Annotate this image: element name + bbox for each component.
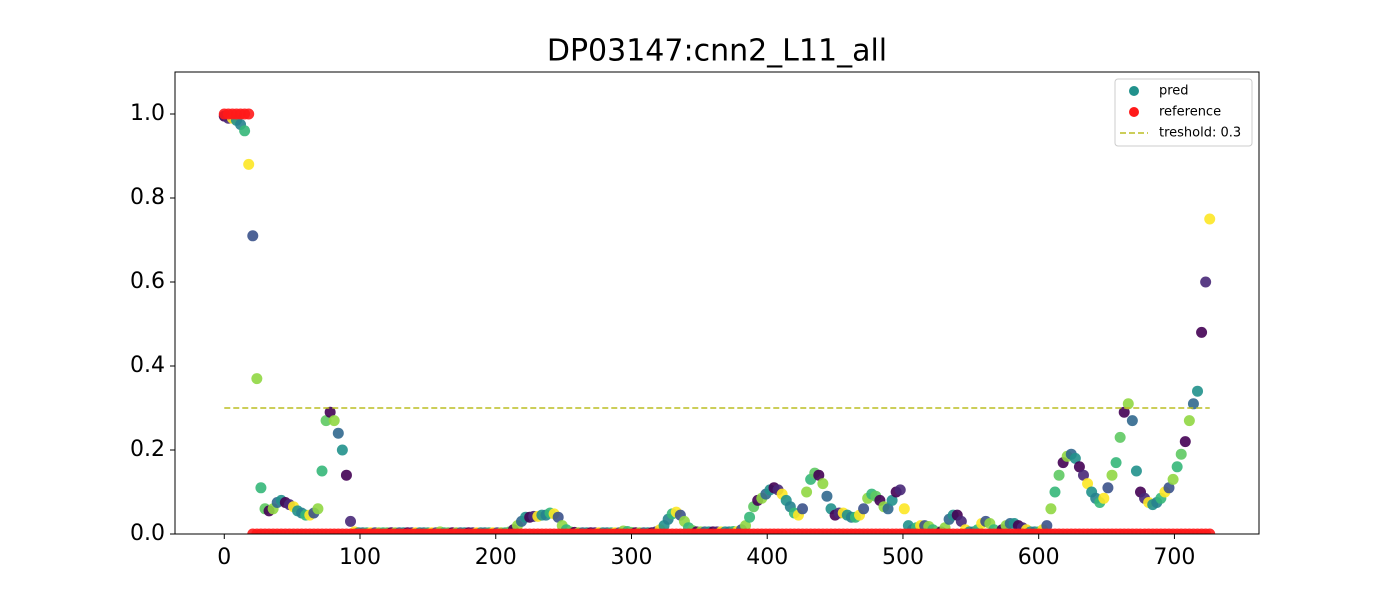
y-tick-label: 0.4 (130, 353, 165, 378)
scatter-point (243, 158, 255, 170)
scatter-point (247, 230, 259, 242)
scatter-point (882, 503, 894, 515)
x-tick-label: 400 (746, 545, 788, 570)
scatter-point (1082, 478, 1094, 490)
scatter-point (1179, 436, 1191, 448)
scatter-point (332, 427, 344, 439)
legend-box (1114, 78, 1253, 147)
scatter-point (324, 406, 336, 418)
scatter-point (345, 515, 357, 527)
scatter-point (955, 515, 967, 527)
x-tick-label: 600 (1018, 545, 1060, 570)
scatter-point (821, 490, 833, 502)
y-tick-label: 0.2 (130, 437, 165, 462)
legend-marker (1129, 107, 1139, 117)
scatter-point (312, 503, 324, 515)
scatter-point (1118, 406, 1130, 418)
scatter-point (1192, 385, 1204, 397)
scatter-point (255, 482, 267, 494)
scatter-point (1171, 461, 1183, 473)
scatter-point (1073, 461, 1085, 473)
scatter-point (1183, 415, 1195, 427)
scatter-point (1196, 326, 1208, 338)
scatter-point (239, 125, 251, 137)
scatter-point (1167, 473, 1179, 485)
x-tick-label: 300 (610, 545, 652, 570)
scatter-point (340, 469, 352, 481)
y-tick-label: 0.8 (130, 185, 165, 210)
scatter-point (797, 503, 809, 515)
scatter-point (328, 415, 340, 427)
y-tick-label: 1.0 (130, 101, 165, 126)
scatter-point (894, 484, 906, 496)
scatter-point (316, 465, 328, 477)
scatter-point (1204, 213, 1216, 225)
scatter-point (1114, 431, 1126, 443)
scatter-point (336, 444, 348, 456)
legend-label: pred (1159, 84, 1189, 99)
scatter-point (1163, 482, 1175, 494)
scatter-point (1041, 520, 1053, 532)
scatter-point (320, 415, 332, 427)
scatter-point (1187, 398, 1199, 410)
chart-title: DP03147:cnn2_L11_all (547, 34, 887, 69)
scatter-point (801, 486, 813, 498)
scatter-point (1200, 276, 1212, 288)
x-tick-label: 0 (217, 545, 231, 570)
scatter-point (1122, 398, 1134, 410)
scatter-point (1110, 457, 1122, 469)
scatter-point (886, 494, 898, 506)
scatter-point (243, 108, 255, 120)
legend-marker (1129, 86, 1139, 96)
scatter-point (1204, 528, 1216, 534)
scatter-point (744, 511, 756, 523)
scatter-point (1049, 486, 1061, 498)
y-tick-label: 0.6 (130, 269, 165, 294)
scatter-point (251, 373, 263, 385)
scatter-point (898, 503, 910, 515)
axes-frame (174, 71, 1260, 535)
scatter-point (858, 503, 870, 515)
scatter-point (1102, 482, 1114, 494)
scatter-point (813, 469, 825, 481)
scatter-point (1069, 452, 1081, 464)
points (218, 108, 1216, 534)
x-tick-label: 100 (339, 545, 381, 570)
legend-label: reference (1159, 105, 1221, 120)
y-tick-label: 0.0 (130, 521, 165, 546)
scatter-point (740, 520, 752, 532)
x-tick-label: 500 (882, 545, 924, 570)
scatter-point (1053, 469, 1065, 481)
scatter-point (1045, 503, 1057, 515)
scatter-point (1077, 469, 1089, 481)
scatter-point (552, 511, 564, 523)
scatter-point (1098, 492, 1110, 504)
scatter-point (817, 478, 829, 490)
x-tick-label: 700 (1153, 545, 1195, 570)
scatter-point (1106, 469, 1118, 481)
scatter-point (1130, 465, 1142, 477)
x-tick-label: 200 (475, 545, 517, 570)
scatter-point (1175, 448, 1187, 460)
scatter-point (1126, 415, 1138, 427)
legend-label: treshold: 0.3 (1159, 126, 1241, 141)
